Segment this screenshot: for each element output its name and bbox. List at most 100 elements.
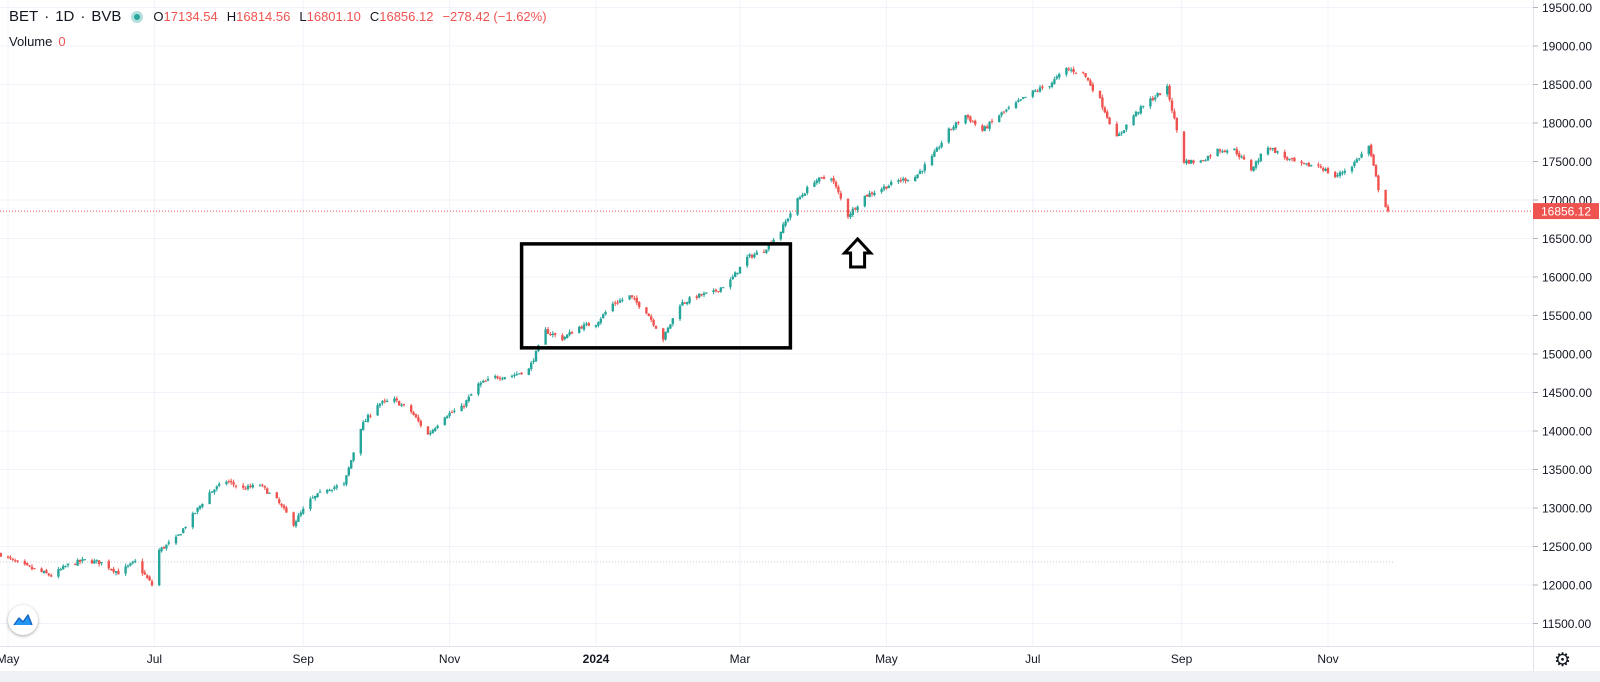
gear-icon[interactable]: ⚙: [1554, 650, 1572, 671]
candle-body: [333, 487, 336, 489]
candle-body: [249, 485, 252, 487]
candle-body: [1367, 145, 1370, 155]
candle-body: [1384, 189, 1387, 208]
candle-body: [6, 556, 10, 558]
candle-body: [897, 180, 900, 182]
candle-body: [328, 489, 331, 491]
candle-body: [868, 193, 871, 197]
price-axis[interactable]: 19500.00 19000.00 18500.00 18000.00 17500.00…: [1533, 1, 1592, 631]
candle-body: [1072, 69, 1075, 73]
market-status-icon[interactable]: [131, 10, 144, 23]
candle-body: [1386, 206, 1390, 212]
candle-body: [546, 329, 550, 334]
candle-body: [266, 488, 269, 494]
candle-body: [662, 328, 665, 340]
candle-body: [786, 218, 790, 222]
candle-body: [134, 560, 137, 563]
candle-body: [902, 178, 905, 181]
candle-body: [446, 416, 449, 419]
candle-body: [148, 576, 151, 581]
candle-body: [194, 512, 197, 514]
candle-body: [57, 569, 60, 577]
candle-body: [801, 194, 804, 197]
candle-body: [1055, 76, 1058, 79]
candle-body: [1259, 153, 1262, 161]
candle-body: [611, 303, 614, 312]
candle-body: [1187, 159, 1190, 164]
candle-body: [1058, 73, 1061, 78]
candle-body: [834, 182, 838, 187]
last-price-text: 16856.12: [1541, 205, 1591, 219]
candle-body: [554, 333, 557, 335]
up-arrow-icon[interactable]: [841, 236, 875, 269]
candle-body: [1139, 106, 1142, 114]
time-axis[interactable]: May Jul Sep Nov 2024 Mar May Jul Sep Nov: [0, 652, 1339, 666]
symbol-name[interactable]: BET: [9, 8, 39, 25]
candle-body: [107, 560, 110, 569]
candle-body: [311, 497, 314, 499]
candle-body: [698, 293, 701, 298]
candle-body: [1053, 79, 1056, 84]
candle-body: [402, 404, 406, 406]
candle-body: [820, 177, 823, 179]
highlight-rectangle[interactable]: [519, 242, 793, 350]
candle-body: [162, 547, 166, 549]
candle-body: [210, 491, 214, 493]
candle-body: [462, 406, 466, 408]
candle-body: [906, 180, 910, 182]
candle-body: [1310, 165, 1313, 167]
candle-body: [1254, 161, 1258, 168]
legend-separator: ·: [80, 8, 86, 25]
candle-body: [1118, 133, 1121, 137]
candle-body: [146, 575, 149, 578]
candle-body: [167, 542, 170, 544]
candle-body: [585, 323, 588, 325]
candle-body: [498, 378, 502, 380]
candle-body: [1166, 86, 1169, 95]
candle-body: [1341, 172, 1344, 174]
candle-body: [1338, 172, 1342, 176]
price-tick-label: 16500.00: [1542, 232, 1592, 246]
candle-body: [750, 254, 754, 258]
candle-body: [318, 491, 322, 493]
candle-body: [1086, 77, 1090, 81]
candle-body: [208, 492, 211, 505]
candle-body: [678, 305, 682, 320]
candle-body: [436, 425, 439, 428]
candle-body: [225, 481, 228, 485]
candle-body: [218, 483, 221, 486]
candle-body: [890, 181, 893, 185]
candle-body: [40, 568, 43, 572]
candle-body: [1022, 97, 1025, 99]
candle-body: [1192, 160, 1195, 163]
time-tick-label: May: [875, 652, 898, 666]
candle-body: [921, 170, 924, 172]
candle-body: [1326, 168, 1330, 173]
candle-body: [1360, 153, 1363, 158]
candle-body: [230, 480, 233, 483]
price-tick-label: 19500.00: [1542, 1, 1592, 15]
candle-body: [414, 414, 418, 418]
candle-body: [258, 485, 262, 487]
candle-body: [347, 467, 350, 476]
candle-body: [1103, 107, 1106, 113]
candle-body: [131, 561, 134, 564]
tradingview-logo-icon[interactable]: [8, 605, 38, 635]
candle-body: [630, 295, 634, 298]
candle-body: [549, 333, 552, 335]
candle-body: [364, 421, 367, 423]
change-value: −278.42 (−1.62%): [442, 9, 547, 24]
time-tick-label: 2024: [583, 652, 610, 666]
candle-body: [654, 326, 658, 329]
candle-body: [947, 128, 950, 143]
candle-body: [165, 544, 168, 549]
candle-body: [378, 403, 382, 406]
volume-label[interactable]: Volume: [9, 34, 53, 49]
interval-label[interactable]: 1D: [55, 8, 75, 25]
candle-body: [503, 377, 506, 379]
candle-body: [261, 484, 264, 486]
candle-body: [76, 560, 79, 566]
candle-body: [443, 417, 446, 425]
candle-body: [669, 324, 672, 329]
